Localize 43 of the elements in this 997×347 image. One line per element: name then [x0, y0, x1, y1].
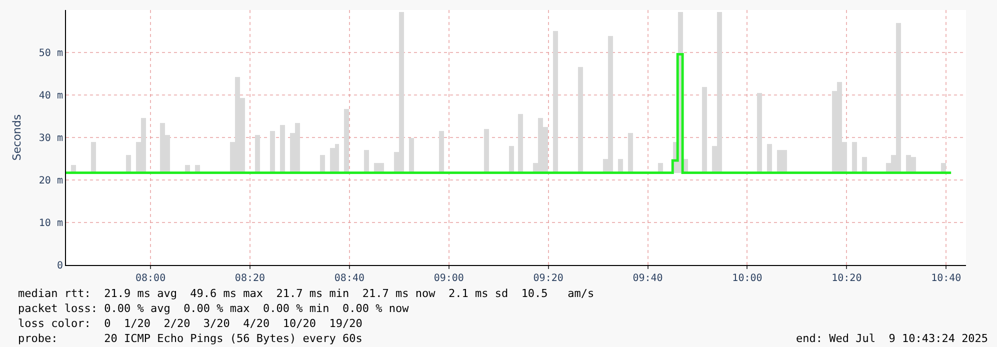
text: end: Wed Jul 9 10:43:24 2025	[796, 332, 988, 345]
bar	[439, 131, 444, 173]
bar	[862, 157, 867, 173]
x-tick-label: 08:00	[135, 273, 166, 284]
bar	[280, 125, 285, 173]
bar	[767, 144, 772, 173]
x-tick-label: 09:00	[434, 273, 464, 284]
bar	[364, 150, 369, 173]
x-tick-label: 10:00	[732, 273, 762, 284]
bar	[484, 129, 489, 173]
bar	[702, 87, 707, 173]
x-tick-label: 09:40	[632, 273, 663, 284]
bar	[255, 135, 260, 173]
x-tick-label: 08:40	[334, 273, 364, 284]
bar	[518, 114, 523, 173]
bar	[270, 131, 275, 173]
bar	[509, 146, 514, 173]
bar	[578, 67, 583, 173]
y-tick-label: 10 m	[38, 218, 63, 229]
text: median rtt: 21.9 ms avg 49.6 ms max 21.7 ms min 21.7 ms now 2.1 ms sd 10.5 am/s	[18, 287, 594, 300]
bar	[553, 31, 558, 173]
y-tick-label: 50 m	[38, 48, 63, 59]
y-tick-label: 0	[56, 260, 63, 272]
bar	[344, 109, 349, 173]
y-tick-label: 20 m	[38, 176, 63, 186]
text: probe: 20 ICMP Echo Pings (56 Bytes) every 60s	[18, 332, 362, 345]
bar	[126, 155, 131, 173]
bar	[330, 148, 335, 173]
x-tick-label: 09:20	[533, 273, 564, 284]
x-tick-label: 08:20	[234, 273, 266, 284]
text: loss color: 0 1/20 2/20 3/20 4/20 10/20 19/20	[18, 317, 362, 330]
bar	[320, 155, 325, 173]
text: packet loss: 0.00 % avg 0.00 % max 0.00 % min 0.00 % now	[18, 302, 410, 315]
bar	[757, 93, 762, 173]
bar	[91, 142, 96, 173]
bar	[628, 133, 633, 173]
y-tick-label: 30 m	[38, 133, 63, 144]
bar	[409, 138, 414, 173]
y-tick-label: 40 m	[38, 90, 63, 102]
x-tick-label: 10:20	[832, 273, 862, 284]
bar	[852, 142, 857, 173]
x-tick-label: 10:40	[931, 273, 962, 284]
y-axis-title: Seconds	[10, 114, 24, 161]
